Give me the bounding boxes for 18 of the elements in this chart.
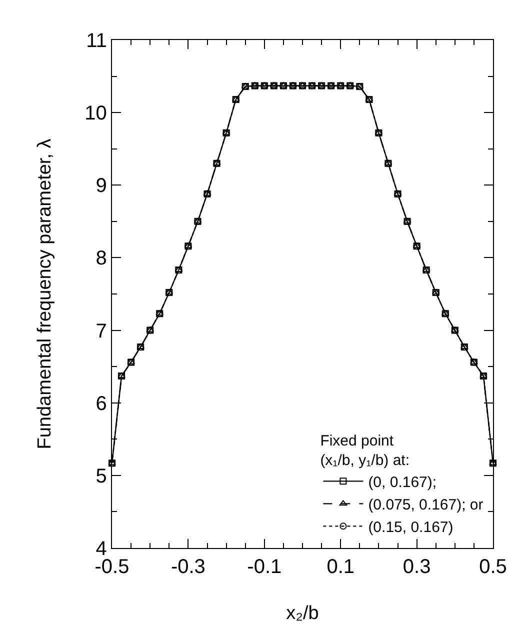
legend-label: (0, 0.167);	[368, 474, 437, 492]
x-tick-label: 0.5	[479, 556, 507, 578]
x-tick-label: 0.1	[326, 556, 355, 578]
y-tick-label: 9	[96, 175, 107, 198]
y-tick-label: 5	[96, 465, 107, 488]
x-tick-label: 0.3	[402, 556, 431, 578]
y-tick-label: 7	[96, 320, 107, 342]
legend-label: (0.15, 0.167)	[368, 519, 454, 536]
y-tick-label: 10	[84, 102, 107, 125]
y-axis-title: Fundamental frequency parameter, λ	[34, 138, 56, 450]
x-axis-title: x₂/b	[286, 602, 319, 624]
x-tick-label: -0.1	[247, 556, 282, 578]
y-tick-label: 11	[86, 30, 107, 52]
y-tick-label: 6	[96, 392, 107, 415]
y-tick-label: 8	[96, 248, 107, 270]
legend-label: (0.075, 0.167); or	[368, 496, 484, 514]
legend-title: Fixed point (x₁/b, y₁/b) at:	[320, 432, 410, 469]
x-tick-label: -0.3	[170, 556, 206, 578]
